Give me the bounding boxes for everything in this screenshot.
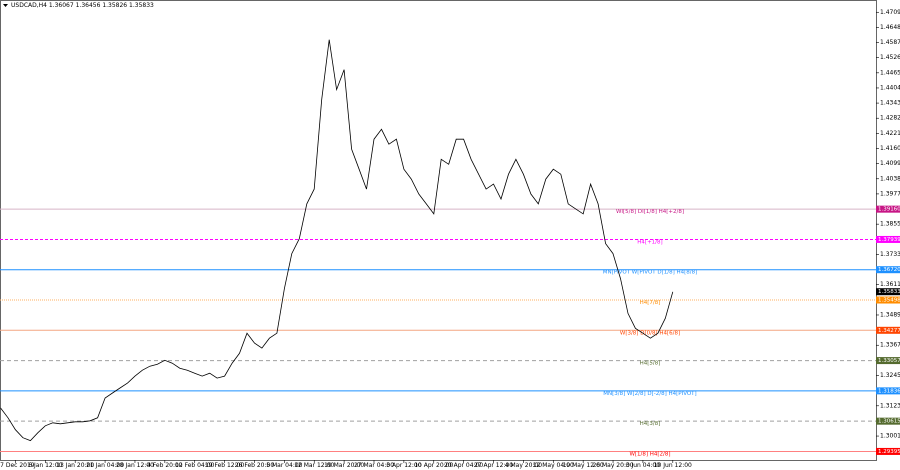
- x-tick-label: 12 Mar 12:00: [294, 462, 334, 469]
- price-box-label: 1.29395: [878, 449, 900, 455]
- x-tick-label: 4 May 20:00: [505, 462, 543, 469]
- y-tick-label: 1.36115: [880, 281, 900, 288]
- x-tick-label: 6 Jan 12:00: [28, 462, 62, 469]
- y-tick-label: 1.43435: [880, 100, 900, 107]
- y-tick-label: 1.45875: [880, 39, 900, 46]
- y-tick-label: 1.45265: [880, 54, 900, 61]
- price-box: [876, 296, 900, 304]
- last-price-box: [876, 288, 900, 296]
- level-label: MN[3/8] W[2/8] D[-2/8] H4[PIVOT]: [603, 391, 696, 397]
- x-tick-label: 28 Jan 12:00: [116, 462, 154, 469]
- price-box: [876, 326, 900, 334]
- price-box-label: 1.31836: [878, 388, 900, 394]
- y-tick-label: 1.30015: [880, 433, 900, 440]
- price-box: [876, 447, 900, 455]
- price-box-label: 1.37939: [878, 237, 900, 243]
- x-tick-label: 26 Feb 20:00: [235, 462, 275, 469]
- level-label: H4[3/8]: [640, 421, 661, 427]
- x-tick-label: 5 Mar 04:00: [266, 462, 302, 469]
- x-tick-label: 4 Feb 20:00: [147, 462, 183, 469]
- price-box-label: 1.30615: [878, 419, 900, 425]
- y-tick-label: 1.33675: [880, 342, 900, 349]
- x-tick-label: 12 May 04:00: [533, 462, 574, 469]
- price-box-label: 1.33057: [878, 358, 900, 364]
- x-tick-label: 12 Feb 04:00: [175, 462, 215, 469]
- level-label: H4[7/8]: [640, 300, 661, 306]
- y-tick-label: 1.44045: [880, 84, 900, 91]
- price-box-label: 1.39160: [878, 207, 900, 213]
- x-tick-label: 26 May 20:00: [592, 462, 633, 469]
- level-label: MN[PIVOT W[PIVOT D[1/8] H4[8/8]: [603, 270, 698, 276]
- x-tick-label: 13 Jan 20:00: [56, 462, 94, 469]
- y-tick-label: 1.41605: [880, 145, 900, 152]
- y-tick-label: 1.42825: [880, 115, 900, 122]
- plot-frame: [0, 0, 877, 461]
- level-label: W[1/8] H4[2/8]: [629, 451, 670, 457]
- level-label: H4[+1/8]: [637, 239, 662, 245]
- x-tick-label: 21 Jan 04:00: [86, 462, 124, 469]
- price-box: [876, 387, 900, 395]
- y-tick-label: 1.44655: [880, 69, 900, 76]
- y-tick-label: 1.39775: [880, 190, 900, 197]
- y-tick-label: 1.40995: [880, 160, 900, 167]
- x-tick-label: 27 Mar 04:00: [354, 462, 394, 469]
- y-tick-label: 1.32455: [880, 372, 900, 379]
- last-price-label: 1.35833: [878, 289, 900, 295]
- y-tick-label: 1.42215: [880, 130, 900, 137]
- y-tick-label: 1.40385: [880, 175, 900, 182]
- price-box-label: 1.35498: [878, 298, 900, 304]
- price-box: [876, 357, 900, 365]
- price-box: [876, 235, 900, 243]
- y-tick-label: 1.31235: [880, 402, 900, 409]
- x-tick-label: 3 Apr 12:00: [386, 462, 421, 469]
- price-box: [876, 417, 900, 425]
- x-tick-label: 19 Mar 20:00: [324, 462, 364, 469]
- price-line: [0, 39, 674, 442]
- chart-title: USDCAD,H4 1.36067 1.36456 1.35826 1.3583…: [11, 2, 154, 9]
- y-tick-label: 1.47095: [880, 9, 900, 16]
- level-label: W[3/8] D[0/8] H4[6/8]: [620, 330, 680, 336]
- x-tick-label: 27 Apr 12:00: [474, 462, 513, 469]
- y-tick-label: 1.37335: [880, 251, 900, 258]
- price-box: [876, 205, 900, 213]
- x-tick-label: 19 Feb 12:00: [205, 462, 245, 469]
- price-box-label: 1.34277: [878, 328, 900, 334]
- price-box-label: 1.36720: [878, 267, 900, 273]
- level-label: WI[5/8] DI[1/8] H4[+2/8]: [616, 209, 684, 215]
- y-tick-label: 1.46485: [880, 24, 900, 31]
- level-label: H4[5/8]: [640, 361, 661, 367]
- price-box: [876, 266, 900, 274]
- x-tick-label: 3 Jun 04:00: [626, 462, 660, 469]
- x-tick-label: 10 Apr 20:00: [414, 462, 453, 469]
- x-tick-label: 10 Jun 12:00: [654, 462, 692, 469]
- x-tick-label: 27 Dec 2019: [0, 462, 35, 469]
- x-tick-label: 20 Apr 04:00: [444, 462, 483, 469]
- y-tick-label: 1.34895: [880, 311, 900, 318]
- symbol-menu[interactable]: [3, 4, 8, 7]
- x-tick-label: 19 May 12:00: [563, 462, 604, 469]
- y-tick-label: 1.38555: [880, 221, 900, 228]
